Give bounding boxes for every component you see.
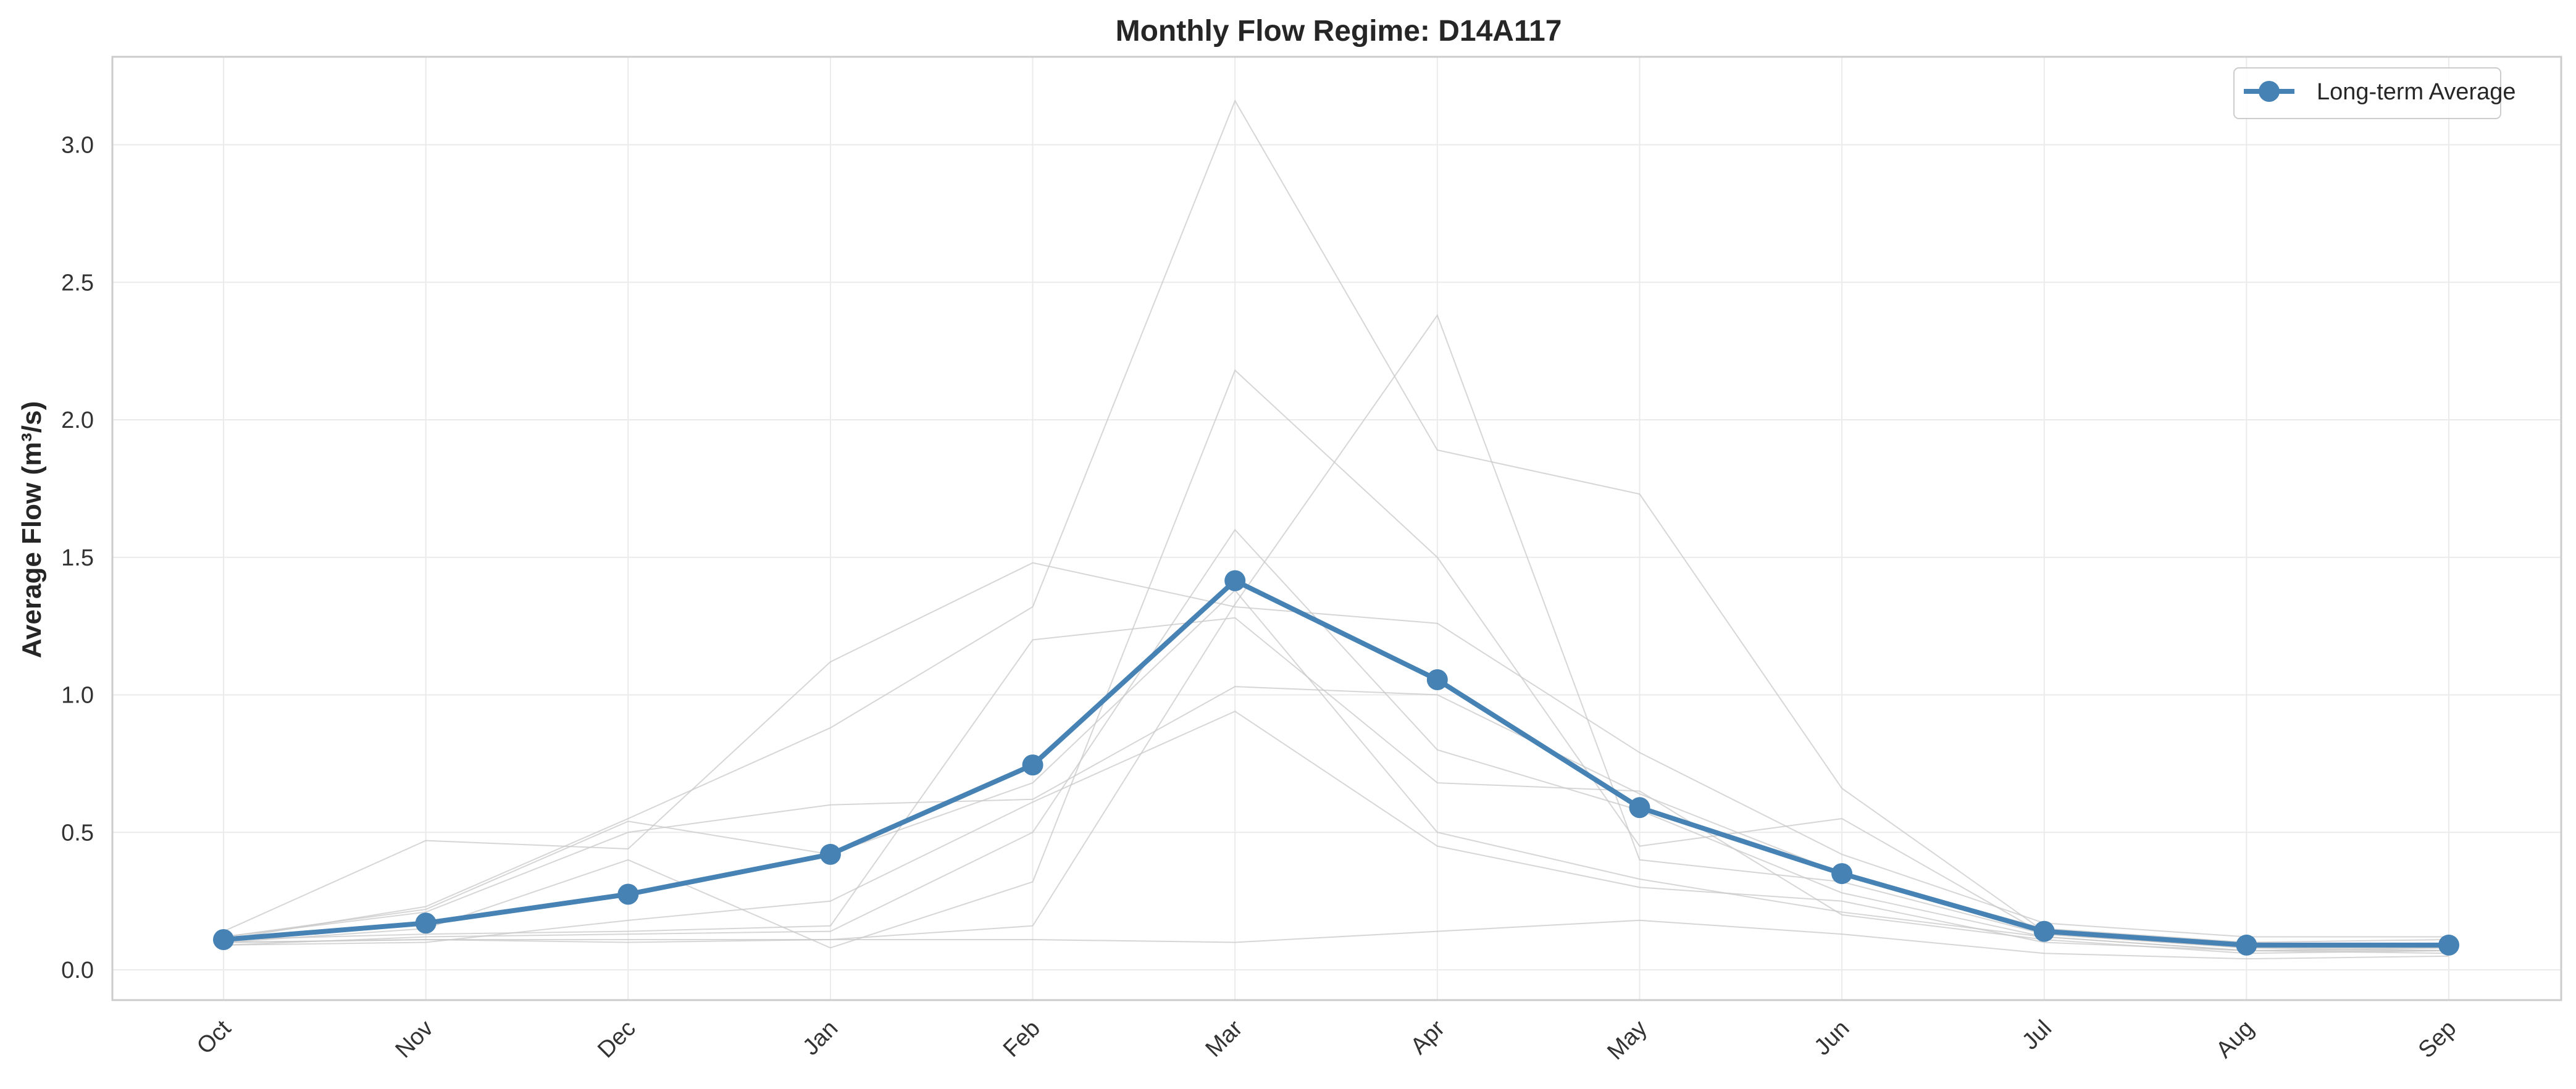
background-series-line-7	[223, 617, 2449, 954]
main-series-point-oct	[213, 928, 234, 950]
y-tick-label: 3.0	[61, 133, 94, 159]
main-series-point-jun	[1831, 863, 1853, 885]
y-tick-label: 0.5	[61, 820, 94, 846]
main-series-point-dec	[617, 883, 639, 905]
main-series-line	[223, 578, 2449, 948]
main-series-point-mar	[1224, 570, 1246, 591]
main-series-group	[213, 570, 2459, 956]
y-tick-label: 2.0	[61, 407, 94, 433]
main-series-point-jan	[819, 843, 841, 865]
legend-box	[2233, 67, 2501, 119]
y-tick-label: 0.0	[61, 958, 94, 983]
legend-marker-swatch	[2259, 81, 2280, 102]
main-series-point-jul	[2033, 920, 2055, 942]
main-series-point-sep	[2438, 934, 2459, 956]
background-series-line-8	[223, 711, 2449, 954]
main-series-point-may	[1629, 797, 1650, 819]
background-series-line-10	[223, 919, 2449, 960]
main-series-point-apr	[1426, 669, 1448, 691]
y-axis-label: Average Flow (m³/s)	[17, 401, 47, 658]
legend: Long-term Average	[2233, 67, 2516, 119]
plot-frame	[111, 56, 2562, 1001]
y-tick-labels: 0.0 0.5 1.0 1.5 2.0 2.5 3.0	[61, 133, 94, 983]
chart-title: Monthly Flow Regime: D14A117	[1116, 15, 1562, 48]
main-series-point-aug	[2236, 934, 2257, 956]
grid-lines	[112, 57, 2561, 1000]
background-series-line-1	[223, 562, 2449, 938]
y-tick-label: 2.5	[61, 270, 94, 296]
y-tick-label: 1.0	[61, 683, 94, 709]
background-series-line-9	[223, 589, 2449, 951]
main-series-point-feb	[1022, 754, 1043, 776]
legend-label: Long-term Average	[2317, 79, 2516, 105]
main-series-point-nov	[415, 912, 437, 934]
y-tick-label: 1.5	[61, 545, 94, 571]
background-series-group	[223, 99, 2449, 960]
background-series-line-4	[223, 686, 2449, 943]
background-series-line-5	[223, 369, 2449, 951]
